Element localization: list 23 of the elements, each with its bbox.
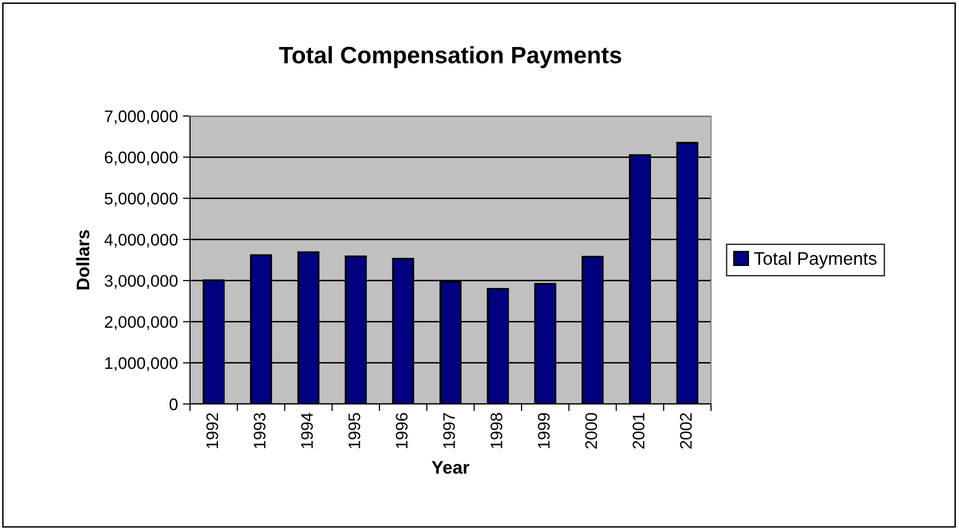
y-tick-label: 1,000,000 (105, 357, 178, 372)
chart-title: Total Compensation Payments (279, 46, 622, 68)
y-tick-label: 4,000,000 (104, 234, 178, 248)
x-tick-label: 2001 (632, 413, 644, 449)
x-tick-label: 2000 (585, 412, 598, 449)
x-tick-label: 1995 (348, 413, 360, 448)
y-axis-title: Dollars (76, 230, 90, 290)
y-tick-label: 0 (170, 398, 178, 410)
y-tick-label: 7,000,000 (104, 110, 178, 124)
x-tick-label: 1998 (490, 413, 502, 448)
y-tick-label: 2,000,000 (104, 316, 178, 330)
x-axis-title: Year (432, 461, 470, 474)
x-tick-label: 1996 (396, 413, 408, 448)
y-tick-label: 5,000,000 (104, 192, 178, 206)
x-tick-label: 1993 (254, 413, 266, 448)
y-tick-label: 3,000,000 (104, 274, 178, 289)
x-tick-label: 1997 (443, 413, 455, 448)
x-tick-label: 1994 (301, 412, 313, 448)
y-tick-label: 6,000,000 (104, 152, 178, 166)
x-tick-label: 2002 (680, 413, 692, 449)
x-tick-label: 1992 (206, 413, 218, 448)
x-tick-label: 1999 (538, 413, 550, 448)
legend-label: Total Payments (754, 252, 876, 268)
